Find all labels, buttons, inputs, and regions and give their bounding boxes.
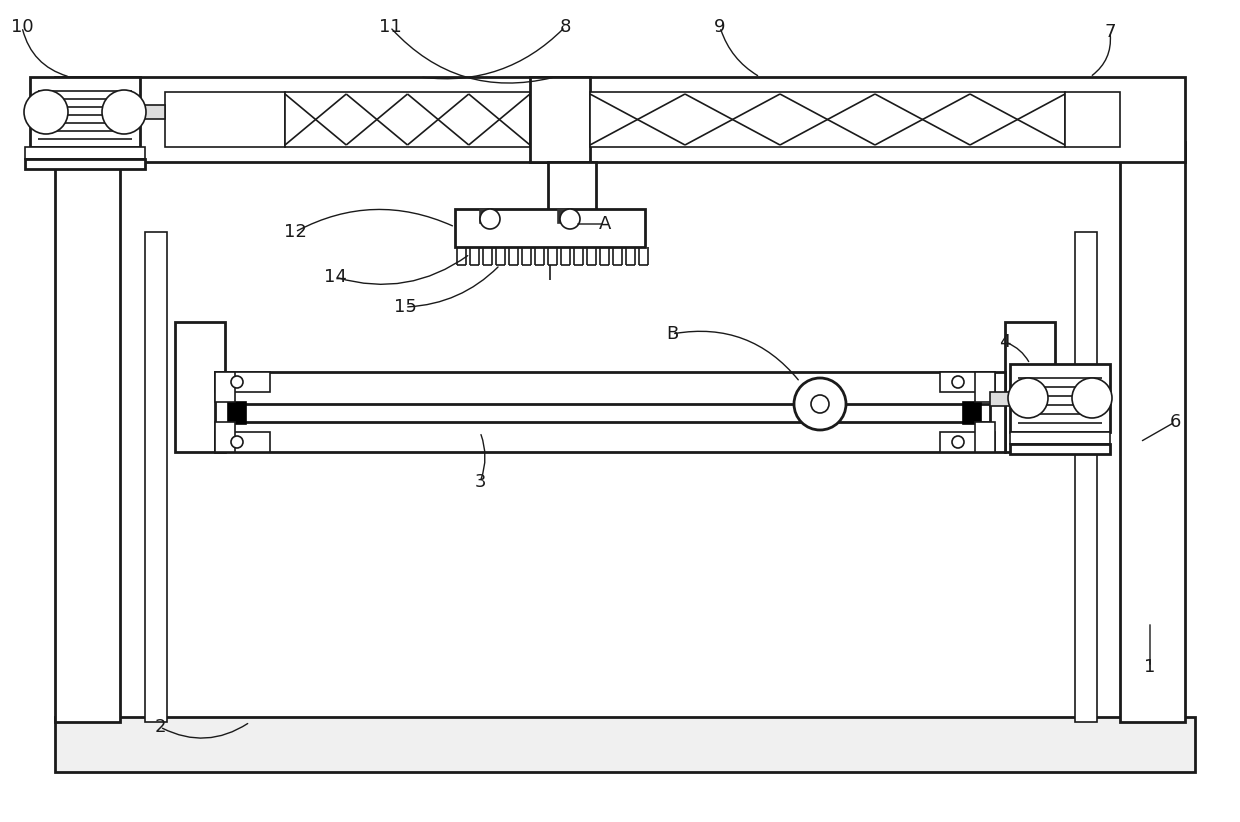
Bar [1011, 444, 1110, 454]
Text: A: A [599, 215, 611, 233]
Text: 4: 4 [999, 333, 1011, 351]
Circle shape [102, 90, 146, 134]
Text: 11: 11 [378, 18, 402, 36]
Bar [558, 209, 572, 223]
Bar [940, 372, 994, 392]
Circle shape [952, 376, 963, 388]
Bar [1011, 432, 1110, 444]
Bar [1065, 92, 1120, 147]
Bar [145, 232, 167, 722]
Text: 7: 7 [1105, 23, 1116, 41]
Circle shape [1073, 378, 1112, 418]
Bar [55, 77, 1185, 162]
Bar [215, 422, 236, 452]
Bar [229, 404, 990, 422]
Bar [25, 159, 145, 169]
Text: 8: 8 [559, 18, 570, 36]
Bar [990, 392, 1011, 406]
Bar [55, 142, 120, 722]
Bar [480, 209, 494, 223]
Bar [590, 92, 1065, 147]
Circle shape [952, 436, 963, 448]
Bar [165, 92, 285, 147]
Circle shape [231, 436, 243, 448]
Bar [140, 105, 165, 119]
Text: 12: 12 [284, 223, 306, 241]
Text: B: B [666, 325, 678, 343]
Text: 2: 2 [154, 718, 166, 736]
Bar [455, 209, 645, 247]
Circle shape [794, 378, 846, 430]
Text: 10: 10 [11, 18, 33, 36]
Bar [1004, 322, 1055, 452]
Bar [175, 322, 224, 452]
Bar [963, 402, 981, 424]
Bar [215, 372, 1004, 452]
Circle shape [231, 376, 243, 388]
Text: 3: 3 [474, 473, 486, 491]
Text: 14: 14 [324, 268, 346, 286]
Text: 6: 6 [1169, 413, 1180, 431]
Bar [1011, 364, 1110, 432]
Bar [215, 432, 270, 452]
Bar [1120, 142, 1185, 722]
Bar [285, 92, 529, 147]
Circle shape [811, 395, 830, 413]
Bar [215, 372, 236, 402]
Bar [940, 432, 994, 452]
Bar [25, 147, 145, 159]
Text: 15: 15 [393, 298, 417, 316]
Bar [228, 402, 246, 424]
Bar [215, 372, 270, 392]
Circle shape [560, 209, 580, 229]
Text: 9: 9 [714, 18, 725, 36]
Circle shape [1008, 378, 1048, 418]
Bar [55, 717, 1195, 772]
Bar [975, 372, 994, 402]
Bar [1075, 232, 1097, 722]
Bar [529, 77, 590, 162]
Bar [548, 162, 596, 212]
Circle shape [480, 209, 500, 229]
Circle shape [24, 90, 68, 134]
Bar [975, 422, 994, 452]
Bar [30, 77, 140, 147]
Text: 1: 1 [1145, 658, 1156, 676]
